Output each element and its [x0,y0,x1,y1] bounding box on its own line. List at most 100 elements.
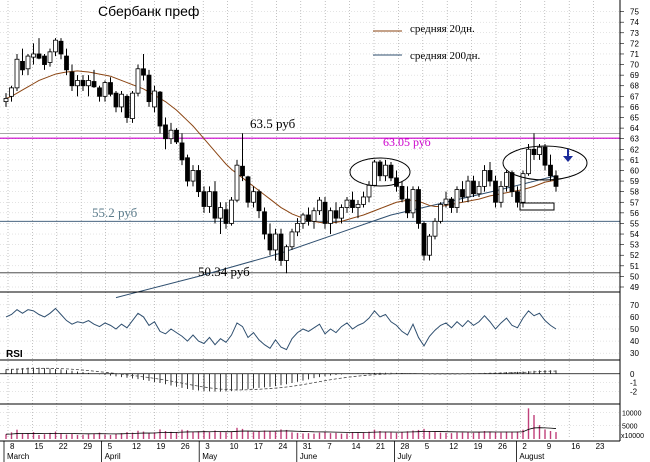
candle-body [493,180,498,203]
candle [526,144,531,176]
candle [157,91,163,134]
price-tick-label: 62 [630,145,639,154]
candle [75,75,80,97]
candle [25,53,31,76]
macd-signal-line [5,367,557,391]
candle [432,218,438,240]
volume-unit-label: x10000 [621,433,644,440]
candle [9,85,14,102]
candle-body [366,184,372,198]
candle [196,165,201,197]
candle-body [333,210,339,219]
legend: средняя 20дн. средняя 200дн. [373,23,480,62]
candle [509,170,515,197]
price-tick-label: 56 [630,209,639,218]
candle [515,186,520,208]
x-tick-label: 12 [132,442,141,451]
candle-body [482,170,487,187]
candle [234,159,240,203]
price-tick-label: 59 [630,177,639,186]
candle-body [289,231,295,248]
candle [322,196,328,229]
macd-tick-label: 0 [630,370,635,379]
x-tick-label: 28 [400,442,409,451]
candle-body [322,201,328,224]
candle-body [339,207,344,219]
candle [91,69,97,88]
candle-body [152,90,157,108]
candle [256,189,262,219]
volume-average-line [5,427,557,435]
candle [383,159,388,182]
candle-body [548,164,553,177]
candle [58,38,64,60]
candle [53,38,58,57]
price-tick-label: 70 [630,61,639,70]
candle-body [465,180,471,198]
candle [350,191,355,213]
candle [240,133,245,182]
candle-body [399,185,405,200]
candle [163,117,168,150]
x-tick-label: 26 [181,442,190,451]
volume-tick-label: 5000 [622,424,638,431]
candle [273,228,278,261]
chart-title: Сбербанк преф [98,3,199,19]
candle-body [454,189,460,208]
rsi-tick-label: 30 [630,349,639,358]
price-tick-label: 68 [630,82,639,91]
candle [64,48,69,76]
candle-body [201,191,207,207]
candles [3,38,559,274]
price-tick-label: 49 [630,283,639,292]
x-tick-label: 23 [596,442,605,451]
candle [245,175,251,208]
candle [119,91,124,113]
price-tick-label: 60 [630,166,639,175]
price-tick-label: 54 [630,230,639,239]
candle [36,38,42,60]
candle [289,228,295,250]
candle-body [245,176,251,203]
candle-body [295,223,300,233]
candle-body [438,203,443,222]
candle [124,94,130,123]
price-tick-label: 75 [630,8,639,17]
candle [471,175,476,197]
month-label: July [397,452,411,461]
candle-body [394,177,399,187]
annotation-ellipse-june [349,157,411,187]
month-label: August [519,452,545,461]
candle-body [75,80,80,87]
x-tick-label: 12 [449,442,458,451]
candle-body [185,157,190,182]
x-tick-label: 17 [254,442,263,451]
candle [135,64,141,97]
candle-body [234,164,240,201]
candle [86,75,91,97]
candle [295,218,300,237]
candle [460,181,465,203]
candle-body [509,172,515,193]
candle-body [278,233,284,261]
candle-body [108,82,113,95]
candle [201,186,207,213]
candle [47,48,53,67]
candle-body [284,246,289,261]
month-label: April [105,452,121,461]
down-arrow-icon [563,149,573,162]
candle [548,154,553,182]
candle-body [130,92,135,119]
candle [421,221,427,261]
candle [454,186,460,213]
candle-body [212,191,218,219]
price-tick-label: 55 [630,219,639,228]
candle-body [432,220,438,237]
x-tick-label: 15 [34,442,43,451]
annotation-ellipse-august [502,145,588,181]
candle [493,175,498,208]
month-label: June [300,452,318,461]
sma200-line [115,175,557,299]
